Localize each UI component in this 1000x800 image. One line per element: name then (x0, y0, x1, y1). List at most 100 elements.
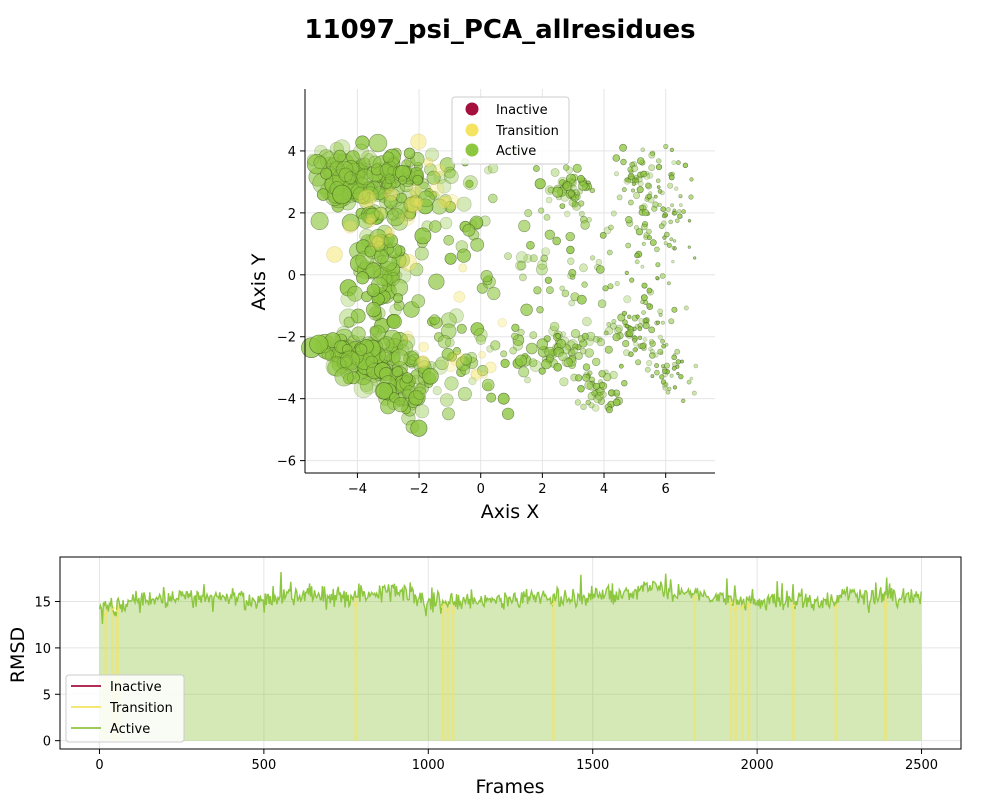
scatter-point-active (655, 178, 661, 184)
scatter-point-active (558, 351, 568, 362)
scatter-point-active (660, 206, 667, 212)
scatter-point-active (637, 326, 643, 332)
rmsd-transition-band (111, 605, 115, 741)
scatter-point-active (669, 237, 674, 242)
rmsd-ticks: 0 500 1000 1500 2000 2500 0 5 10 15 (34, 596, 938, 773)
scatter-point-active (566, 245, 575, 255)
scatter-point-active (632, 347, 638, 353)
scatter-point-active (519, 273, 527, 282)
legend-label-transition: Transition (495, 124, 559, 139)
rmsd-transition-band (104, 606, 108, 741)
scatter-point-active (570, 184, 577, 192)
scatter-xtick-label: 2 (538, 482, 546, 497)
scatter-point-active (591, 404, 600, 412)
scatter-point-transition (404, 196, 421, 213)
scatter-point-active (671, 210, 677, 216)
scatter-point-active (581, 332, 589, 340)
scatter-point-active (517, 328, 525, 337)
scatter-point-active (587, 370, 593, 376)
scatter-point-active (455, 240, 468, 253)
scatter-point-active (553, 362, 563, 372)
scatter-point-active (515, 354, 528, 367)
scatter-point-active (675, 359, 681, 365)
rmsd-transition-line (450, 609, 456, 615)
scatter-point-active (614, 280, 620, 287)
scatter-point-active (671, 160, 677, 165)
scatter-point-active (429, 220, 442, 233)
scatter-point-active (470, 237, 485, 252)
rmsd-transition-band (551, 596, 555, 741)
scatter-point-active (375, 382, 393, 400)
scatter-point-active (604, 345, 613, 354)
rmsd-transition-line (728, 601, 734, 607)
scatter-point-active (648, 346, 653, 352)
scatter-point-active (595, 392, 604, 401)
scatter-point-active (321, 348, 334, 361)
scatter-point-active (616, 194, 623, 201)
scatter-point-active (363, 153, 375, 165)
scatter-point-transition (458, 263, 468, 273)
rmsd-xtick-label: 2500 (905, 758, 938, 773)
scatter-point-active (441, 347, 455, 361)
scatter-point-active (637, 180, 644, 187)
scatter-point-active (429, 314, 440, 325)
scatter-point-active (655, 262, 661, 268)
scatter-point-active (661, 213, 667, 219)
scatter-point-active (622, 340, 630, 348)
scatter-point-active (574, 399, 582, 406)
rmsd-transition-band (446, 600, 450, 741)
scatter-point-active (549, 321, 560, 332)
scatter-point-active (334, 367, 354, 387)
scatter-point-active (634, 252, 640, 259)
scatter-point-active (580, 220, 590, 230)
scatter-point-active (473, 327, 488, 342)
scatter-point-active (607, 389, 616, 397)
scatter-point-active (481, 378, 495, 392)
scatter-point-active (589, 187, 595, 194)
scatter-point-active (619, 143, 627, 152)
scatter-point-active (502, 407, 515, 420)
scatter-ytick-label: −2 (277, 331, 296, 346)
scatter-point-active (351, 326, 366, 341)
scatter-point-transition (437, 195, 451, 209)
scatter-point-active (443, 166, 456, 179)
scatter-point-active (671, 306, 678, 313)
rmsd-transition-line (833, 603, 839, 609)
scatter-point-active (672, 385, 678, 390)
scatter-point-active (649, 340, 656, 347)
scatter-point-transition (429, 181, 445, 197)
scatter-point-active (689, 177, 694, 182)
scatter-point-active (593, 394, 602, 404)
scatter-point-active (546, 286, 554, 294)
scatter-point-active (626, 328, 635, 337)
scatter-point-active (623, 349, 630, 357)
legend-marker-transition (465, 123, 479, 137)
scatter-point-active (511, 323, 520, 332)
scatter-point-active (682, 162, 689, 169)
scatter-point-transition (433, 163, 447, 177)
scatter-point-active (678, 194, 683, 199)
scatter-point-active (663, 241, 668, 246)
scatter-point-active (460, 364, 471, 375)
scatter-point-active (462, 223, 476, 237)
scatter-point-active (579, 263, 588, 273)
rmsd-transition-line (746, 603, 752, 609)
scatter-point-active (577, 385, 585, 393)
scatter-point-active (541, 247, 551, 256)
scatter-point-active (448, 308, 464, 324)
rmsd-ytick-label: 0 (43, 735, 51, 750)
scatter-x-label: Axis X (481, 501, 539, 523)
scatter-point-active (560, 331, 567, 337)
scatter-point-active (487, 286, 501, 301)
scatter-point-active (631, 181, 637, 186)
scatter-point-active (582, 363, 591, 371)
scatter-point-active (591, 389, 598, 397)
scatter-point-active (680, 398, 686, 403)
scatter-point-active (641, 241, 646, 246)
scatter-point-active (339, 350, 360, 371)
scatter-point-active (582, 316, 592, 327)
scatter-point-active (646, 228, 652, 235)
scatter-point-active (644, 196, 650, 202)
scatter-point-active (422, 367, 439, 385)
scatter-point-active (625, 242, 632, 249)
